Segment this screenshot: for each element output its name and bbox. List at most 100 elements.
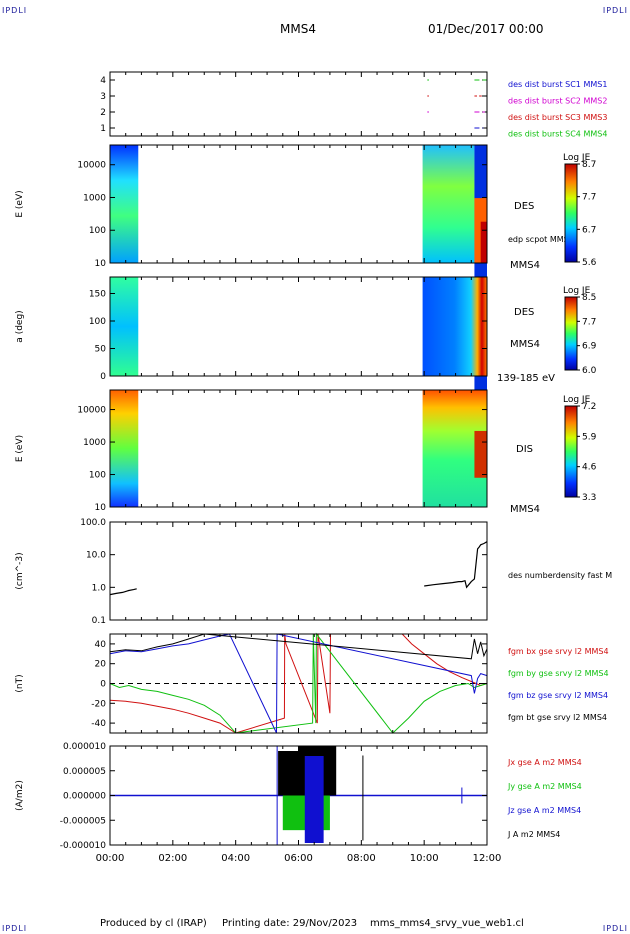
- y-tick-label: 10000: [77, 161, 106, 171]
- spectrogram-block: [110, 277, 139, 376]
- y-axis-label: a (deg): [15, 310, 25, 342]
- colorbar-tick-label: 4.6: [582, 463, 597, 473]
- burst-fill: [278, 751, 299, 796]
- corner-label: IPDLI: [2, 6, 28, 15]
- y-tick-label: 0: [100, 372, 106, 382]
- y-tick-label: 4: [100, 76, 106, 86]
- y-tick-label: -20: [91, 699, 106, 709]
- colorbar-tick-label: 8.5: [582, 293, 596, 303]
- y-tick-label: 50: [95, 345, 107, 355]
- y-tick-label: 0: [100, 680, 106, 690]
- series-label: Jx gse A m2 MMS4: [507, 758, 582, 767]
- colorbar-tick-label: 7.7: [582, 317, 596, 327]
- series-label: fgm bx gse srvy l2 MMS4: [508, 647, 609, 656]
- x-tick-label: 06:00: [284, 853, 313, 864]
- x-tick-label: 12:00: [473, 853, 502, 864]
- spectrogram-block: [422, 277, 487, 376]
- y-tick-label: -0.000005: [60, 816, 106, 826]
- y-tick-label: 1000: [83, 193, 106, 203]
- panel-frame: [109, 71, 488, 137]
- footer-printing-date: Printing date: 29/Nov/2023: [222, 918, 358, 929]
- colorbar-tick-label: 7.2: [582, 402, 596, 412]
- y-tick-label: 0.1: [92, 616, 106, 626]
- y-tick-label: 100.0: [80, 518, 106, 528]
- series-label: des numberdensity fast M: [508, 571, 612, 580]
- y-axis-label: (nT): [15, 674, 25, 692]
- y-tick-label: 3: [100, 92, 106, 102]
- date-title: 01/Dec/2017 00:00: [428, 22, 544, 36]
- y-tick-label: 100: [89, 226, 106, 236]
- series-line: [109, 633, 488, 734]
- colorbar-tick-label: 8.7: [582, 160, 596, 170]
- y-axis-label: E (eV): [15, 190, 25, 217]
- y-tick-label: 1: [100, 124, 106, 134]
- colorbar: [564, 296, 578, 371]
- series-line: [424, 541, 488, 589]
- y-axis-label: E (eV): [15, 435, 25, 462]
- panel-label: DIS: [516, 444, 533, 455]
- y-tick-label: 10.0: [86, 551, 106, 561]
- spectrogram-block: [422, 145, 475, 263]
- y-tick-label: 0.000000: [63, 792, 106, 802]
- colorbar-tick-label: 6.0: [582, 366, 597, 376]
- spectrogram-block: [110, 390, 139, 507]
- y-tick-label: 0.000010: [63, 742, 106, 752]
- colorbar-title: Log JE: [563, 286, 591, 296]
- series-line: [109, 633, 488, 734]
- series-label: fgm bt gse srvy l2 MMS4: [508, 713, 607, 722]
- series-label: Jy gse A m2 MMS4: [507, 782, 582, 791]
- y-tick-label: 10: [95, 503, 107, 513]
- y-tick-label: 0.000005: [63, 767, 106, 777]
- spectrogram-block: [474, 430, 487, 478]
- corner-label: IPDLI: [602, 6, 628, 15]
- panel-right-label: MMS4: [510, 260, 540, 271]
- legend-entry: des dist burst SC3 MMS3: [508, 113, 607, 122]
- panel-right-label: MMS4: [510, 504, 540, 515]
- x-tick-label: 00:00: [96, 853, 125, 864]
- y-tick-label: 10000: [77, 406, 106, 416]
- spectrogram-block: [110, 145, 139, 263]
- legend-entry: des dist burst SC4 MMS4: [508, 130, 607, 139]
- legend-entry: des dist burst SC1 MMS1: [508, 80, 607, 89]
- y-tick-label: -0.000010: [60, 841, 106, 851]
- colorbar-title: Log JE: [563, 395, 591, 405]
- panel-right-label: 139-185 eV: [497, 373, 555, 384]
- colorbar-title: Log JE: [563, 153, 591, 163]
- multi-panel-chart: 1 2 3 4 des dist burst SC1 MMS1 des dist burs…: [15, 71, 612, 864]
- spectrogram-block: [480, 221, 487, 263]
- panel-label: DES: [514, 307, 534, 318]
- y-tick-label: 150: [89, 290, 106, 300]
- series-line: [109, 588, 137, 596]
- panel-label: DES: [514, 201, 534, 212]
- x-tick-label: 10:00: [410, 853, 439, 864]
- colorbar: [564, 405, 578, 498]
- y-tick-label: 1000: [83, 438, 106, 448]
- burst-fill: [304, 756, 324, 843]
- y-tick-label: 20: [95, 660, 107, 670]
- x-tick-label: 04:00: [221, 853, 250, 864]
- y-tick-label: -40: [91, 719, 106, 729]
- panel-sublabel: edp scpot MMS4: [508, 235, 574, 244]
- colorbar-tick-label: 6.9: [582, 342, 597, 352]
- panel-sublabel: MMS4: [510, 339, 540, 350]
- y-axis-label: (A/m2): [15, 780, 25, 811]
- x-tick-label: 08:00: [347, 853, 376, 864]
- y-tick-label: 40: [95, 640, 107, 650]
- y-tick-label: 2: [100, 108, 106, 118]
- colorbar: [564, 163, 578, 263]
- legend-entry: des dist burst SC2 MMS2: [508, 97, 607, 106]
- series-label: J A m2 MMS4: [507, 830, 560, 839]
- series-label: fgm by gse srvy l2 MMS4: [508, 669, 609, 678]
- panel-frame: [109, 521, 488, 621]
- corner-label: IPDLI: [602, 924, 628, 933]
- footer-filename: mms_mms4_srvy_vue_web1.cl: [370, 918, 524, 929]
- colorbar-tick-label: 7.7: [582, 193, 596, 203]
- y-tick-label: 100: [89, 317, 106, 327]
- series-label: fgm bz gse srvy l2 MMS4: [508, 691, 608, 700]
- series-label: Jz gse A m2 MMS4: [507, 806, 581, 815]
- y-axis-label: (cm^-3): [15, 552, 25, 589]
- y-tick-label: 10: [95, 259, 107, 269]
- mission-title: MMS4: [280, 22, 316, 36]
- colorbar-tick-label: 5.6: [582, 258, 597, 268]
- corner-label: IPDLI: [2, 924, 28, 933]
